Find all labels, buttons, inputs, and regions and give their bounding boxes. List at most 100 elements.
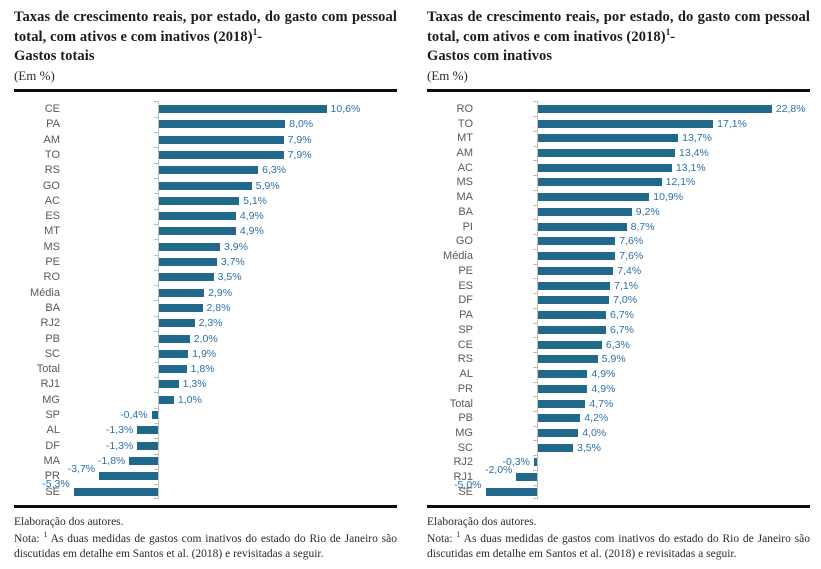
plot-cell: 7,1%: [479, 278, 810, 293]
category-label: TO: [457, 117, 473, 130]
bar-row: RO 3,5%: [14, 270, 397, 285]
category-label: AM: [456, 147, 474, 160]
axis-tick: [154, 285, 158, 287]
axis-tick: [154, 254, 158, 256]
bar: [537, 399, 586, 408]
bar: [537, 119, 714, 128]
bar-row: AL -1,3%: [14, 423, 397, 438]
plot-cell: 1,9%: [66, 346, 397, 361]
bar: [158, 365, 187, 374]
axis-tick: [154, 498, 158, 500]
bar: [537, 428, 579, 437]
category-label: PA: [46, 118, 60, 131]
footnote-label: Nota:: [14, 533, 40, 546]
axis-tick: [533, 411, 537, 412]
axis-tick: [154, 484, 158, 486]
plot-cell: 3,7%: [66, 254, 397, 269]
category-label: Média: [30, 286, 60, 299]
bar: [137, 426, 158, 435]
plot-cell: 17,1%: [479, 116, 810, 131]
category-label: MG: [42, 393, 60, 406]
axis-tick: [154, 147, 158, 149]
value-label: 8,7%: [630, 220, 655, 233]
bar: [158, 334, 190, 343]
value-axis: [158, 101, 159, 500]
category-label: PB: [458, 412, 473, 425]
title-dash: -: [257, 28, 263, 45]
value-label: 8,0%: [289, 118, 314, 131]
bar-row: MA -1,8%: [14, 453, 397, 468]
plot-cell: 4,9%: [66, 224, 397, 239]
plot-cell: 13,4%: [479, 146, 810, 161]
bar: [537, 340, 602, 349]
value-label: -5,0%: [454, 478, 482, 491]
category-label: RJ1: [40, 378, 60, 391]
plot-cell: 2,0%: [66, 331, 397, 346]
plot-cell: 13,7%: [479, 131, 810, 146]
bar-row: ES 4,9%: [14, 209, 397, 224]
axis-tick: [533, 175, 537, 177]
bar-row: RO 22,8%: [427, 101, 810, 116]
plot-cell: 6,3%: [66, 163, 397, 178]
category-label: ES: [458, 279, 473, 292]
value-label: 1,9%: [192, 347, 217, 360]
bar-row: PB 2,0%: [14, 331, 397, 346]
bar-row: PE 7,4%: [427, 264, 810, 279]
title-footnote-marker: 1: [665, 27, 671, 38]
axis-tick: [154, 331, 158, 333]
axis-tick: [533, 204, 537, 206]
bar-row: MT 4,9%: [14, 224, 397, 239]
bar-row: MG 1,0%: [14, 392, 397, 407]
footnote: Nota: 1 As duas medidas de gastos com in…: [427, 530, 810, 562]
axis-tick: [533, 278, 537, 280]
bar-row: SE -5,3%: [14, 478, 397, 499]
value-label: -0,3%: [502, 456, 530, 469]
source-text: Elaboração dos autores.: [14, 516, 124, 529]
bar-row: PB 4,2%: [427, 411, 810, 426]
plot-cell: 5,1%: [66, 193, 397, 208]
bar-row: MS 3,9%: [14, 239, 397, 254]
plot-cell: -1,3%: [66, 423, 397, 438]
axis-tick: [533, 498, 537, 500]
bar-row: GO 7,6%: [427, 234, 810, 249]
value-label: 4,9%: [239, 225, 264, 238]
plot-cell: 10,9%: [479, 190, 810, 205]
axis-tick: [533, 440, 537, 442]
value-label: 2,8%: [206, 301, 231, 314]
value-label: 2,3%: [198, 317, 223, 330]
category-label: CE: [44, 103, 60, 116]
axis-tick: [533, 219, 537, 221]
plot-cell: 3,5%: [479, 440, 810, 455]
plot-cell: -1,8%: [66, 453, 397, 468]
category-label: SC: [44, 347, 60, 360]
axis-tick: [533, 322, 537, 324]
bar-row: AM 7,9%: [14, 132, 397, 147]
bar: [158, 288, 205, 297]
category-label: AM: [43, 133, 61, 146]
value-axis: [537, 101, 538, 500]
plot-cell: -0,3%: [479, 455, 810, 470]
bar-row: AC 13,1%: [427, 160, 810, 175]
value-label: 4,2%: [584, 412, 609, 425]
bar: [158, 395, 174, 404]
bar: [151, 411, 158, 420]
bar: [537, 355, 598, 364]
value-label: 7,6%: [619, 250, 644, 263]
bar-row: BA 9,2%: [427, 205, 810, 220]
axis-tick: [154, 193, 158, 195]
value-label: 4,9%: [591, 382, 616, 395]
category-label: AL: [459, 368, 473, 381]
category-label: SE: [45, 485, 60, 498]
plot-cell: 1,3%: [66, 377, 397, 392]
category-label: GO: [455, 235, 473, 248]
bar: [158, 212, 236, 221]
bar: [158, 196, 240, 205]
bar-row: CE 10,6%: [14, 101, 397, 116]
chart-unit-label: (Em %): [427, 68, 468, 84]
bar: [158, 303, 203, 312]
bar-row: TO 7,9%: [14, 147, 397, 162]
bar: [158, 227, 236, 236]
category-label: RO: [456, 102, 474, 115]
bar-row: SP -0,4%: [14, 407, 397, 422]
value-label: -1,8%: [97, 454, 126, 467]
